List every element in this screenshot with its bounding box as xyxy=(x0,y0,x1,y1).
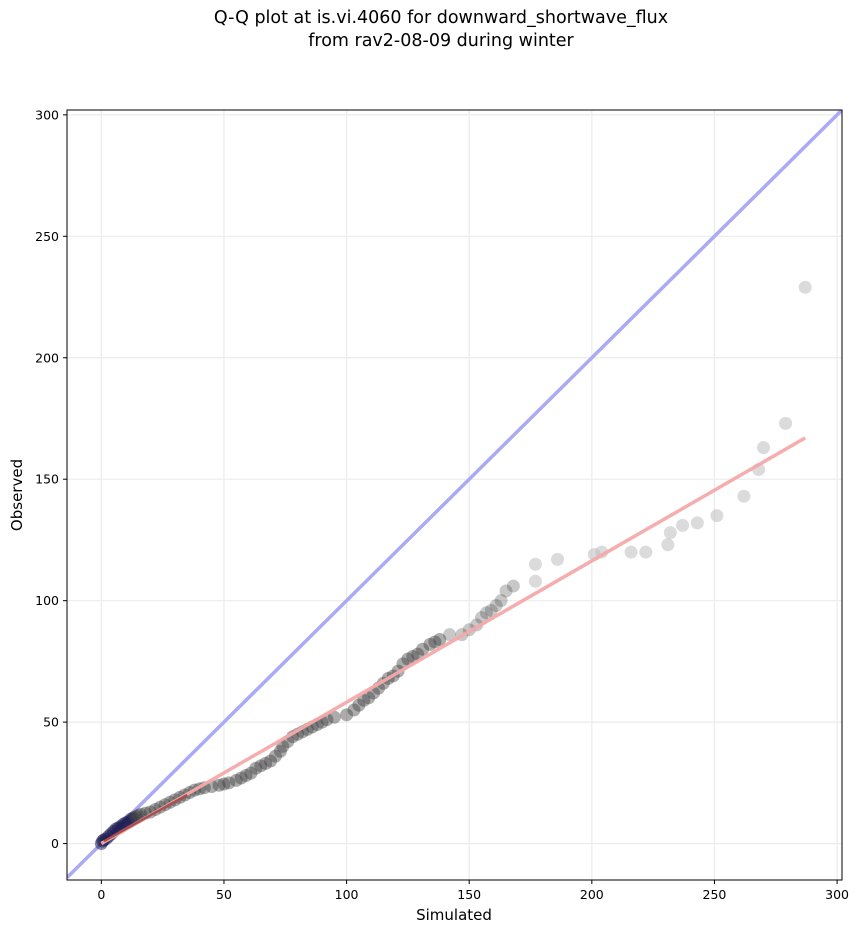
chart-title-line-1: Q-Q plot at is.vi.4060 for downward_shor… xyxy=(213,8,669,28)
data-point xyxy=(798,280,812,294)
data-point xyxy=(489,599,503,613)
data-point xyxy=(340,708,354,722)
data-point xyxy=(551,552,565,566)
data-point xyxy=(264,754,278,768)
data-point xyxy=(234,771,248,785)
data-point xyxy=(416,642,430,656)
data-point xyxy=(352,698,366,712)
y-axis-ticks: 0 50 100 150 200 250 300 xyxy=(35,107,67,851)
data-point xyxy=(428,635,442,649)
x-axis-label: Simulated xyxy=(416,906,492,924)
data-point xyxy=(479,606,493,620)
data-point xyxy=(676,518,690,532)
x-tick-label: 0 xyxy=(97,887,105,902)
y-tick-label: 250 xyxy=(35,229,59,244)
data-point xyxy=(259,756,273,770)
data-point xyxy=(779,416,793,430)
data-point xyxy=(239,769,253,783)
data-point xyxy=(406,650,420,664)
data-point xyxy=(690,516,704,530)
data-point xyxy=(528,574,542,588)
data-point xyxy=(244,766,258,780)
y-tick-label: 0 xyxy=(51,836,59,851)
data-point xyxy=(494,594,508,608)
data-point xyxy=(663,526,677,540)
chart-title-line-2: from rav2-08-09 during winter xyxy=(308,31,574,51)
data-point xyxy=(268,749,282,763)
data-point xyxy=(254,759,268,773)
data-point xyxy=(639,545,653,559)
data-point xyxy=(423,637,437,651)
reference-lines xyxy=(67,110,842,879)
grid-lines xyxy=(67,110,842,880)
data-point xyxy=(362,691,376,705)
data-point xyxy=(710,509,724,523)
y-tick-label: 100 xyxy=(35,593,59,608)
chart-title: Q-Q plot at is.vi.4060 for downward_shor… xyxy=(0,7,862,53)
data-point xyxy=(661,538,675,552)
data-point xyxy=(327,710,341,724)
fit-lines xyxy=(100,436,807,846)
data-point xyxy=(506,579,520,593)
y-tick-label: 200 xyxy=(35,350,59,365)
data-point xyxy=(357,693,371,707)
data-point xyxy=(624,545,638,559)
y-tick-label: 150 xyxy=(35,472,59,487)
data-point xyxy=(212,778,226,792)
x-tick-label: 150 xyxy=(457,887,481,902)
x-tick-label: 200 xyxy=(580,887,604,902)
data-point xyxy=(443,628,457,642)
fit-line xyxy=(100,436,807,846)
data-point xyxy=(528,557,542,571)
y-tick-label: 300 xyxy=(35,107,59,122)
x-axis-ticks: 0 50 100 150 200 250 300 xyxy=(97,880,849,902)
data-point xyxy=(484,603,498,617)
data-point xyxy=(276,739,290,753)
x-tick-label: 250 xyxy=(703,887,727,902)
data-point xyxy=(433,633,447,647)
data-point xyxy=(217,777,231,791)
data-point xyxy=(347,703,361,717)
data-point xyxy=(249,761,263,775)
data-point xyxy=(222,776,236,790)
data-points xyxy=(94,280,812,851)
data-point xyxy=(737,489,751,503)
plot-frame xyxy=(66,109,843,881)
y-axis-label: Observed xyxy=(8,459,26,531)
one-to-one-line xyxy=(67,110,842,879)
x-tick-label: 300 xyxy=(825,887,849,902)
data-point xyxy=(229,773,243,787)
x-tick-label: 100 xyxy=(335,887,359,902)
data-point xyxy=(273,744,287,758)
data-point xyxy=(757,441,771,455)
y-tick-label: 50 xyxy=(43,715,59,730)
x-tick-label: 50 xyxy=(216,887,232,902)
data-point xyxy=(499,584,513,598)
data-point xyxy=(401,652,415,666)
low-range-trace xyxy=(103,793,188,843)
